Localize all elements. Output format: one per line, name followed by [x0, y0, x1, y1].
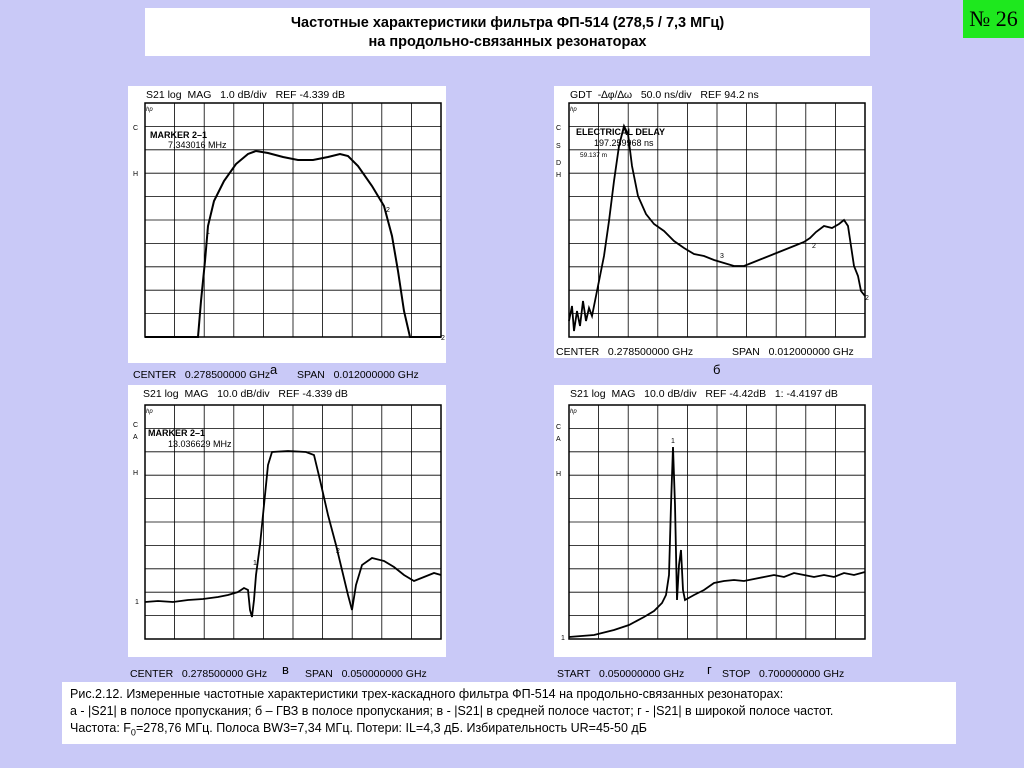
panel-c-footer-span: SPAN 0.050000000 GHz	[305, 668, 427, 680]
panel-b-marker-2: 2	[812, 243, 816, 250]
panel-b: GDT -∆φ/∆ω 50.0 ns/div REF 94.2 ns C S D…	[554, 86, 872, 358]
panel-a-footer-span: SPAN 0.012000000 GHz	[297, 369, 419, 381]
panel-c-footer-center: CENTER 0.278500000 GHz	[130, 668, 268, 680]
panel-c-hp-logo: hp	[146, 409, 153, 415]
panel-d-trace	[568, 446, 866, 638]
panel-a-ref-2: 2	[441, 335, 445, 342]
panel-a-marker-1: 1	[206, 229, 210, 236]
panel-a-letter-h: H	[133, 171, 138, 178]
panel-a-footer-center: CENTER 0.278500000 GHz	[133, 369, 271, 381]
panel-b-marker-3: 3	[720, 253, 724, 260]
panel-a-plot: C H hp MARKER 2–1 7.343016 MHz 1 2 2	[133, 102, 445, 342]
panel-b-label: б	[713, 362, 721, 377]
panel-d-letter-h: H	[556, 471, 561, 478]
panel-a-letter-c: C	[133, 125, 138, 132]
panel-d-header: S21 log MAG 10.0 dB/div REF -4.42dB 1: -…	[570, 388, 838, 400]
panel-b-letter-s: S	[556, 143, 561, 150]
panel-c-marker-title: MARKER 2–1	[148, 428, 205, 438]
panel-d-letter-a: A	[556, 436, 561, 443]
panel-a-marker-title: MARKER 2–1	[150, 130, 207, 140]
panel-c: S21 log MAG 10.0 dB/div REF -4.339 dB C …	[128, 385, 446, 657]
panel-d-letter-c: C	[556, 424, 561, 431]
slide-title-line2: на продольно-связанных резонаторах	[368, 34, 647, 50]
panel-a: S21 log MAG 1.0 dB/div REF -4.339 dB C H…	[128, 86, 446, 363]
panel-a-marker-2: 2	[386, 207, 390, 214]
panel-b-plot: C S D H hp ELECTRICAL DELAY 197.259968 n…	[556, 102, 869, 338]
panel-c-header: S21 log MAG 10.0 dB/div REF -4.339 dB	[143, 388, 348, 400]
panel-b-marker-value: 197.259968 ns	[594, 138, 654, 148]
panel-b-footer-span: SPAN 0.012000000 GHz	[732, 346, 854, 358]
panel-a-hp-logo: hp	[146, 107, 153, 113]
panel-c-marker-2: 2	[336, 548, 340, 555]
panel-c-letter-c: C	[133, 422, 138, 429]
caption-line3-post: =278,76 МГц. Полоса BW3=7,34 МГц. Потери…	[135, 721, 647, 735]
caption-line3: Частота: F0=278,76 МГц. Полоса BW3=7,34 …	[70, 720, 948, 742]
panel-d-hp-logo: hp	[570, 409, 577, 415]
panel-d-plot: C A H 1 hp 1	[556, 404, 866, 642]
panel-d-grid	[568, 404, 866, 640]
panel-c-plot: C A H 1 hp MARKER 2–1 13.036629 MHz 1 2	[133, 404, 442, 640]
panel-a-grid	[144, 102, 442, 338]
panel-b-letter-h: H	[556, 172, 561, 179]
panel-c-letter-h: H	[133, 470, 138, 477]
slide-number-badge: № 26	[963, 0, 1024, 38]
caption-line2: а - |S21| в полосе пропускания; б – ГВЗ …	[70, 704, 834, 718]
panel-d-footer-start: START 0.050000000 GHz	[557, 668, 685, 680]
slide-title-line1: Частотные характеристики фильтра ФП-514 …	[290, 15, 725, 31]
figure-caption: Рис.2.12. Измеренные частотные характери…	[62, 682, 956, 744]
panel-c-label: в	[282, 662, 289, 677]
panel-b-letter-c: C	[556, 125, 561, 132]
panel-b-trace	[568, 123, 866, 332]
panel-b-letter-d: D	[556, 160, 561, 167]
panel-a-label: а	[270, 362, 278, 377]
panel-b-footer-center: CENTER 0.278500000 GHz	[556, 346, 694, 358]
panel-a-header: S21 log MAG 1.0 dB/div REF -4.339 dB	[146, 89, 346, 101]
panel-b-grid	[568, 102, 866, 338]
panel-b-hp-logo: hp	[570, 107, 577, 113]
caption-line3-pre: Частота: F	[70, 721, 131, 735]
panel-d-footer-stop: STOP 0.700000000 GHz	[722, 668, 845, 680]
panel-d-label: г	[707, 662, 712, 677]
panel-b-ref-2: 2	[865, 295, 869, 302]
caption-line1: Рис.2.12. Измеренные частотные характери…	[70, 687, 784, 701]
panel-c-marker-1: 1	[253, 560, 257, 567]
panel-b-marker-sub: 59.137 m	[580, 152, 607, 159]
panel-b-marker-title: ELECTRICAL DELAY	[576, 127, 665, 137]
panel-d-marker-1: 1	[671, 438, 675, 445]
panel-c-trace	[144, 450, 442, 618]
panel-a-marker-value: 7.343016 MHz	[168, 140, 227, 150]
caption-line3-sub: 0	[130, 727, 136, 738]
panel-a-trace	[145, 149, 441, 338]
panel-b-header: GDT -∆φ/∆ω 50.0 ns/div REF 94.2 ns	[570, 89, 759, 101]
slide-title: Частотные характеристики фильтра ФП-514 …	[145, 8, 870, 56]
panel-d-ref-1: 1	[561, 635, 565, 642]
panel-c-grid	[144, 404, 442, 640]
panel-c-ref-1: 1	[135, 599, 139, 606]
panel-c-marker-value: 13.036629 MHz	[168, 439, 232, 449]
panel-d: S21 log MAG 10.0 dB/div REF -4.42dB 1: -…	[554, 385, 872, 657]
panel-c-letter-a: A	[133, 434, 138, 441]
